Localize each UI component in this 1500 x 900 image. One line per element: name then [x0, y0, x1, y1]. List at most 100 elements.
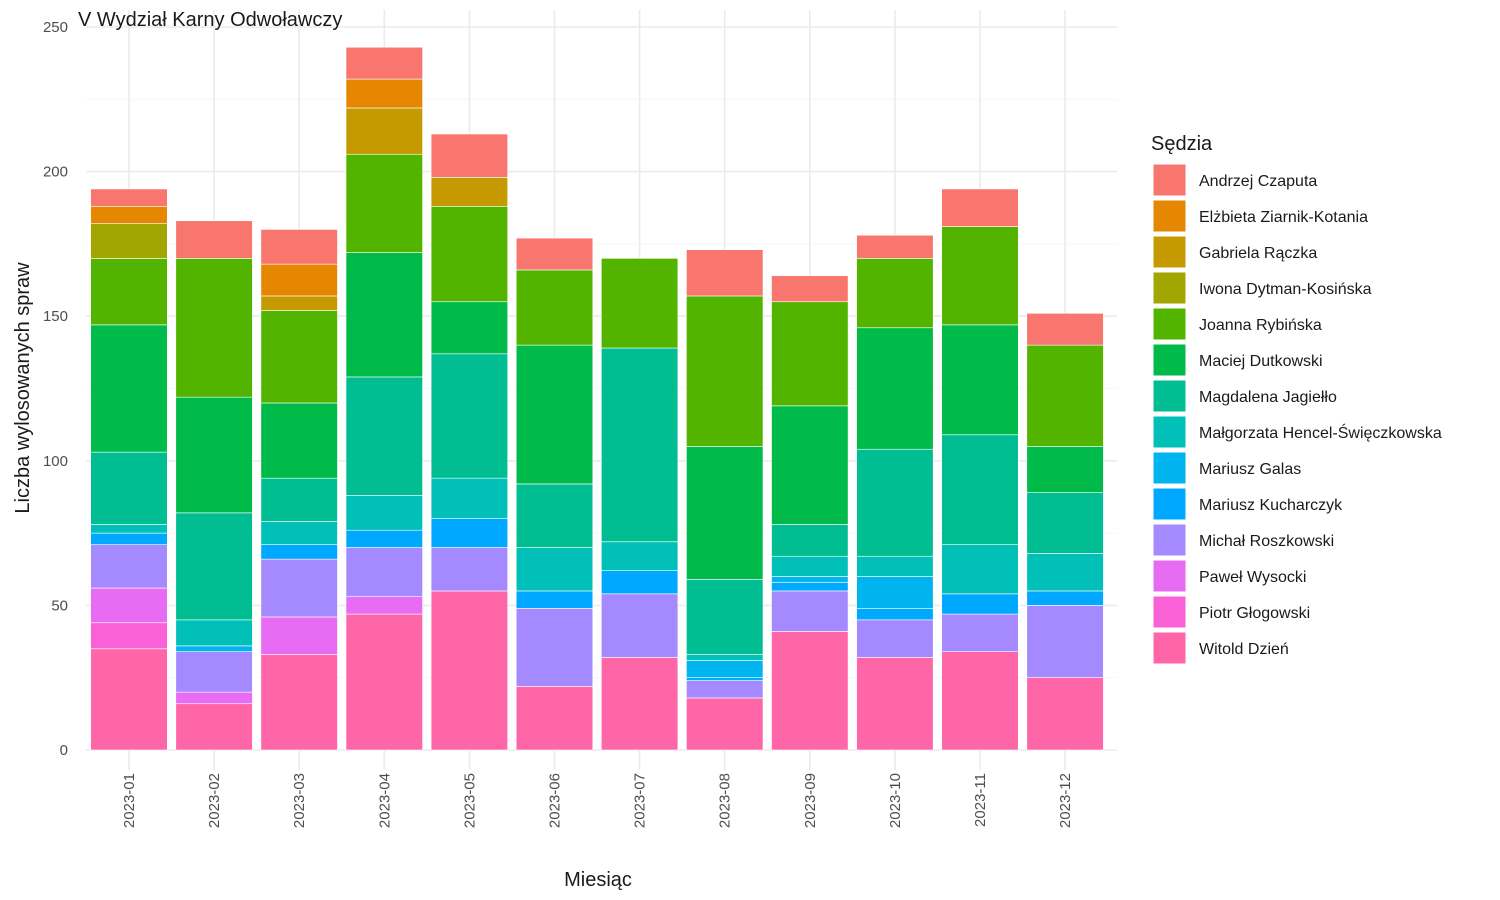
legend-key — [1152, 307, 1187, 341]
bar-segment — [686, 654, 764, 661]
x-tick-label: 2023-06 — [547, 773, 564, 828]
bar-segment — [345, 153, 423, 253]
legend-key — [1152, 523, 1187, 557]
legend-key — [1152, 631, 1187, 665]
legend-key — [1152, 559, 1187, 593]
bar-segment — [430, 133, 509, 178]
bar-segment — [345, 495, 423, 531]
y-tick-label: 100 — [43, 453, 68, 470]
bar-segment — [515, 547, 594, 592]
legend-label: Paweł Wysocki — [1199, 569, 1306, 586]
bar-segment — [260, 616, 338, 655]
bar-segment — [90, 206, 168, 224]
bar-segment — [856, 619, 934, 658]
legend-key — [1152, 199, 1187, 233]
axis-layer: 0 50 100 150 200 250 2023-01 2023-02 2023-03 2023… — [43, 19, 1074, 828]
x-tick-label: 2023-05 — [461, 773, 478, 828]
bar-segment — [600, 347, 679, 543]
bar-segment — [856, 555, 934, 577]
bar-segment — [941, 324, 1019, 436]
bar-segment — [345, 252, 423, 378]
y-axis-title: Liczba wylosowanych spraw — [12, 262, 34, 514]
bar-segment — [260, 521, 338, 545]
bar-segment — [515, 237, 594, 271]
bar-segment — [941, 226, 1019, 326]
bar-segment — [856, 448, 934, 557]
bar-segment — [600, 593, 679, 658]
bar-segment — [345, 107, 423, 155]
bar-segment — [175, 703, 253, 751]
legend-label: Mariusz Kucharczyk — [1199, 497, 1343, 514]
bar-segment — [771, 581, 849, 592]
bar-segment — [515, 686, 594, 751]
bar-segment — [600, 657, 679, 751]
bar-segment — [686, 579, 764, 655]
bar-segment — [345, 613, 423, 751]
bar-segment — [1026, 677, 1104, 751]
bar-segment — [90, 622, 168, 650]
bar-segment — [175, 619, 253, 647]
bar-segment — [430, 206, 509, 303]
legend-label: Witold Dzień — [1199, 641, 1289, 658]
bar-segment — [856, 576, 934, 609]
bar-segment — [941, 434, 1019, 545]
legend-label: Michał Roszkowski — [1199, 533, 1334, 550]
legend-key — [1152, 379, 1187, 413]
bar-segment — [260, 477, 338, 522]
bar-segment — [90, 532, 168, 545]
legend-label: Andrzej Czaputa — [1199, 173, 1317, 190]
bar-segment — [771, 405, 849, 525]
bar-segment — [430, 301, 509, 355]
x-tick-label: 2023-10 — [887, 773, 904, 828]
legend-key — [1152, 415, 1187, 449]
bar-segment — [260, 402, 338, 479]
bar-segment — [260, 263, 338, 297]
bar-segment — [430, 353, 509, 479]
bar-segment — [941, 544, 1019, 595]
x-tick-label: 2023-04 — [376, 773, 393, 828]
x-tick-label: 2023-02 — [206, 773, 223, 828]
bar-segment — [260, 544, 338, 560]
bar-segment — [771, 275, 849, 303]
bar-segment — [90, 223, 168, 259]
bar-segment — [345, 376, 423, 496]
bar-segment — [175, 396, 253, 514]
y-tick-label: 250 — [43, 19, 68, 36]
bar-segment — [430, 590, 509, 751]
bar-segment — [430, 177, 509, 207]
y-tick-label: 150 — [43, 308, 68, 325]
bar-segment — [686, 295, 764, 447]
x-tick-label: 2023-11 — [972, 773, 989, 827]
legend-key — [1152, 235, 1187, 269]
bar-segment — [686, 446, 764, 580]
x-axis-title: Miesiąc — [564, 869, 632, 891]
x-tick-label: 2023-07 — [632, 773, 649, 828]
x-tick-label: 2023-08 — [717, 773, 734, 828]
bar-segment — [856, 234, 934, 259]
bar-segment — [90, 451, 168, 525]
bar-segment — [90, 324, 168, 453]
bar-segment — [260, 654, 338, 751]
bar-segment — [515, 344, 594, 485]
bar-segment — [260, 310, 338, 404]
bar-segment — [941, 593, 1019, 615]
bar-segment — [1026, 553, 1104, 592]
legend-title: Sędzia — [1151, 133, 1213, 155]
bar-segment — [90, 648, 168, 751]
legend-label: Maciej Dutkowski — [1199, 353, 1323, 370]
bar-segment — [175, 512, 253, 621]
bar-segment — [686, 249, 764, 297]
legend-label: Elżbieta Ziarnik-Kotania — [1199, 209, 1368, 226]
bar-segment — [600, 570, 679, 595]
bar-segment — [515, 590, 594, 609]
legend: Sędzia Andrzej Czaputa Elżbieta Ziarnik-K… — [1151, 133, 1442, 665]
bar-segment — [1026, 590, 1104, 606]
x-tick-label: 2023-09 — [802, 773, 819, 828]
bar-segment — [90, 524, 168, 534]
bar-segment — [175, 258, 253, 398]
bar-segment — [856, 327, 934, 450]
bar-segment — [600, 541, 679, 571]
bar-segment — [175, 645, 253, 652]
